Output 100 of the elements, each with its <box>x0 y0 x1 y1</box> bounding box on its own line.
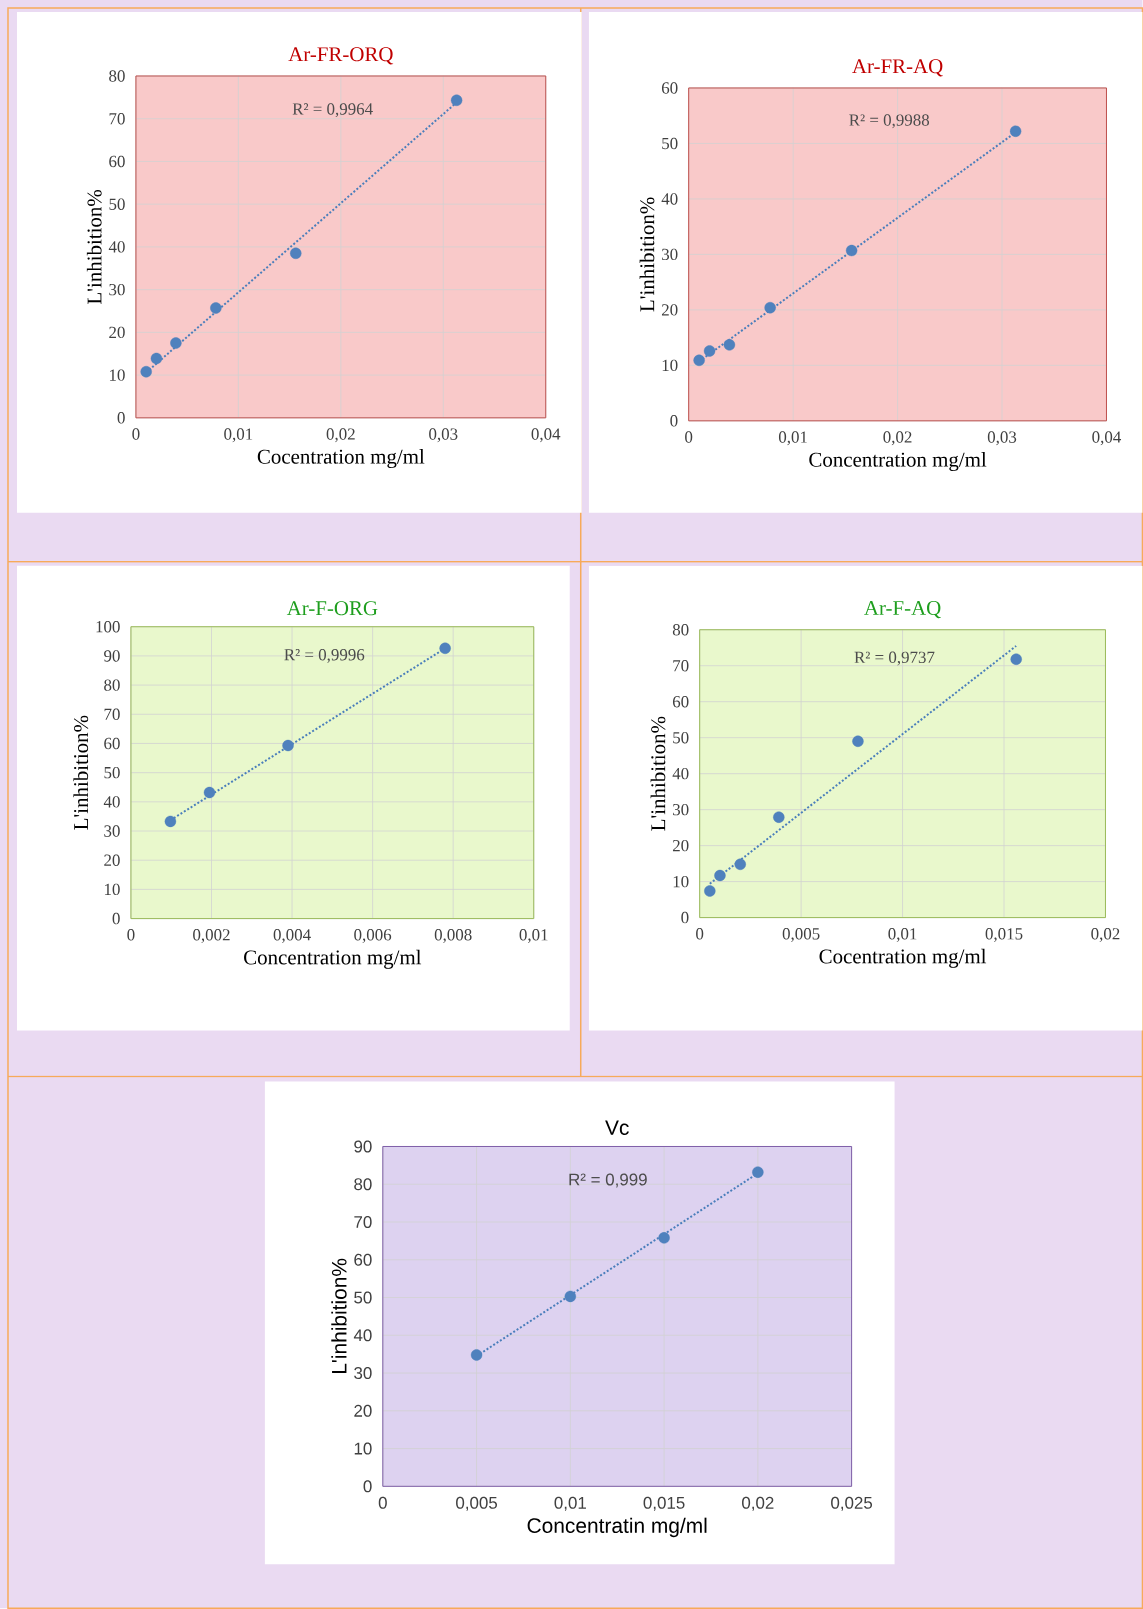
x-tick-label: 0,002 <box>193 929 230 943</box>
point <box>203 786 216 799</box>
y-axis-title: L'inhibition% <box>86 189 102 304</box>
y-tick-label: 80 <box>354 1178 372 1191</box>
y-tick-label: 80 <box>672 624 689 636</box>
y-tick-label: 20 <box>354 1404 372 1417</box>
chart-title: Ar-F-AQ <box>863 600 941 619</box>
point <box>140 365 152 378</box>
annotation: R² = 0,9964 <box>292 103 373 118</box>
x-tick-label: 0,025 <box>830 1496 872 1511</box>
y-tick-label: 50 <box>354 1291 372 1304</box>
point <box>564 1290 576 1303</box>
point <box>852 735 864 747</box>
y-tick-label: 70 <box>104 708 120 720</box>
y-tick-label: 70 <box>673 659 689 672</box>
y-tick-label: 30 <box>104 825 120 837</box>
x-tick-label: 0 <box>378 1496 387 1509</box>
chart-title: Ar-FR-ORQ <box>288 47 394 65</box>
y-tick-label: 20 <box>104 854 120 866</box>
point <box>164 815 177 828</box>
chart-title: Ar-F-ORG <box>286 601 378 616</box>
y-tick-label: 50 <box>104 766 120 779</box>
point <box>1009 125 1022 137</box>
y-tick-label: 0 <box>363 1480 372 1493</box>
x-tick-label: 0,02 <box>883 431 912 446</box>
y-tick-label: 50 <box>673 731 689 744</box>
x-tick-label: 0,02 <box>741 1496 774 1511</box>
x-tick-label: 0,02 <box>1091 928 1120 942</box>
y-tick-label: 60 <box>109 155 125 168</box>
point <box>693 354 705 367</box>
point <box>170 337 182 349</box>
y-tick-label: 40 <box>108 241 125 253</box>
annotation: R² = 0,9996 <box>284 648 365 663</box>
y-tick-label: 90 <box>103 650 120 662</box>
y-tick-label: 0 <box>681 911 689 924</box>
y-tick-label: 20 <box>661 304 678 316</box>
point <box>150 352 163 365</box>
x-axis-title: Cocentration mg/ml <box>257 449 425 469</box>
point <box>450 94 463 107</box>
y-tick-label: 40 <box>353 1329 372 1342</box>
x-tick-label: 0,004 <box>273 929 311 943</box>
point <box>734 858 746 871</box>
point <box>1010 653 1022 665</box>
x-tick-label: 0 <box>132 428 140 440</box>
x-tick-label: 0,01 <box>224 428 253 443</box>
point <box>723 339 736 351</box>
point <box>703 345 716 357</box>
x-tick-label: 0,04 <box>1092 431 1121 446</box>
x-tick-label: 0 <box>127 929 135 941</box>
x-tick-label: 0,015 <box>643 1496 685 1511</box>
y-tick-label: 10 <box>662 359 678 372</box>
y-tick-label: 10 <box>673 875 689 888</box>
y-tick-label: 10 <box>109 369 125 381</box>
y-tick-label: 70 <box>109 113 125 125</box>
point <box>773 811 785 823</box>
x-axis-title: Cocentration mg/ml <box>819 948 987 968</box>
x-tick-label: 0,01 <box>888 928 917 942</box>
x-axis-title: Concentration mg/ml <box>809 452 987 472</box>
y-tick-label: 20 <box>109 326 125 339</box>
x-tick-label: 0,02 <box>326 428 355 443</box>
y-tick-label: 60 <box>354 1253 372 1266</box>
x-tick-label: 0 <box>695 928 704 940</box>
y-tick-label: 60 <box>104 737 120 750</box>
point <box>470 1349 483 1361</box>
y-tick-label: 60 <box>661 82 678 94</box>
y-axis-title: L'inhibition% <box>650 716 666 831</box>
x-tick-label: 0,04 <box>531 428 561 443</box>
y-tick-label: 10 <box>104 883 120 896</box>
y-tick-label: 80 <box>104 679 120 691</box>
x-tick-label: 0,01 <box>778 431 807 446</box>
y-tick-label: 40 <box>661 193 678 205</box>
y-tick-label: 80 <box>109 70 125 82</box>
y-tick-label: 0 <box>670 415 678 427</box>
x-tick-label: 0,005 <box>782 928 820 942</box>
x-tick-label: 0,03 <box>429 428 458 443</box>
y-tick-label: 50 <box>109 198 125 210</box>
point <box>845 244 858 257</box>
x-tick-label: 0,008 <box>434 929 472 943</box>
annotation: R² = 0,999 <box>569 1173 647 1188</box>
point <box>752 1166 764 1178</box>
x-tick-label: 0,006 <box>354 929 392 943</box>
point <box>704 885 716 897</box>
y-tick-label: 40 <box>103 796 120 808</box>
point <box>714 869 726 882</box>
y-axis-title: L'inhibition% <box>331 1258 347 1374</box>
y-tick-label: 60 <box>672 695 689 708</box>
x-tick-label: 0,005 <box>455 1496 497 1511</box>
chart-title: Ar-FR-AQ <box>852 59 943 77</box>
chart-title: Vc <box>605 1120 629 1135</box>
y-axis-title: L'inhibition% <box>73 715 89 830</box>
x-tick-label: 0,01 <box>519 929 548 943</box>
y-tick-label: 40 <box>672 767 689 780</box>
y-tick-label: 50 <box>662 137 678 150</box>
x-axis-title: Concentratin mg/ml <box>527 1517 707 1538</box>
y-axis-title: L'inhibition% <box>639 197 655 312</box>
annotation: R² = 0,9737 <box>854 651 935 666</box>
y-tick-label: 30 <box>672 803 689 816</box>
point <box>210 302 222 314</box>
x-axis-title: Concentration mg/ml <box>243 949 422 969</box>
y-tick-label: 0 <box>112 912 120 925</box>
